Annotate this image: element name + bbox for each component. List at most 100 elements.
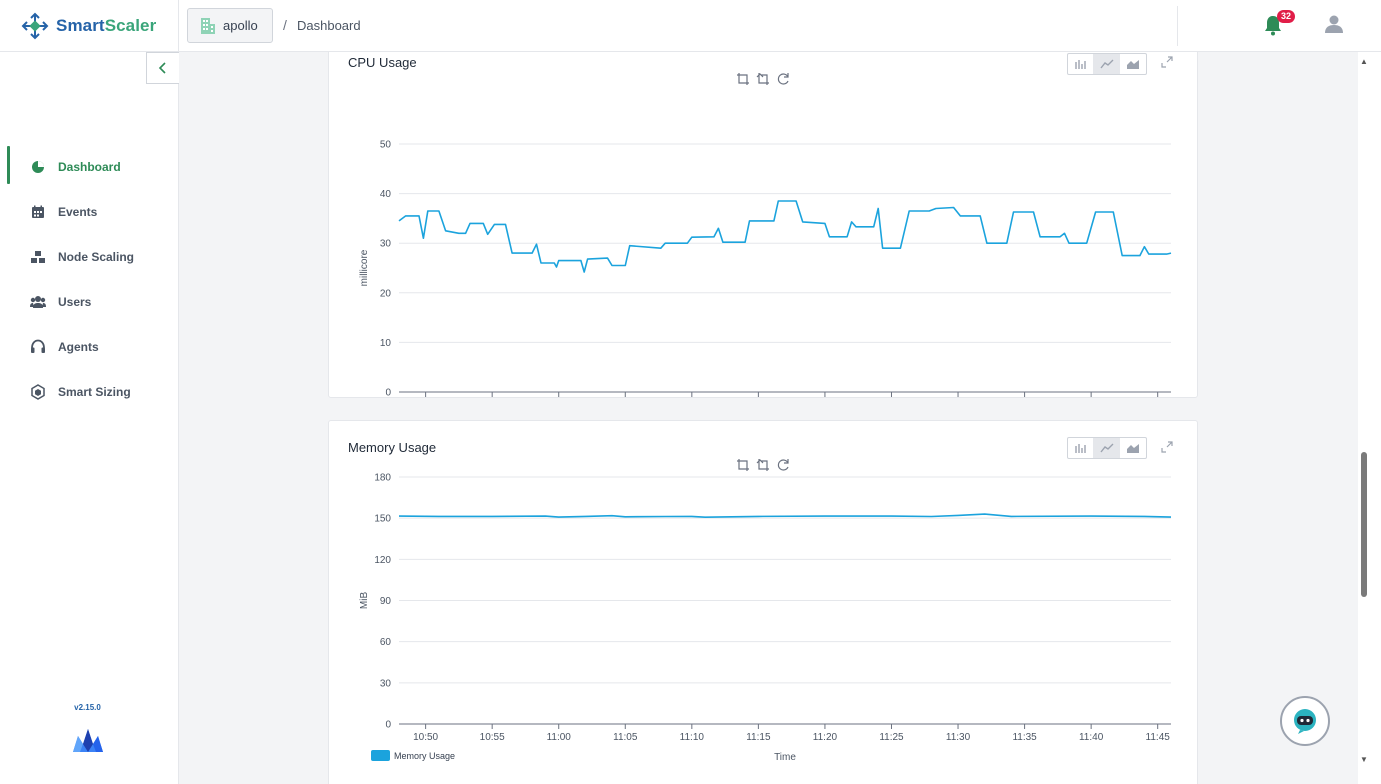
y-tick-label: 90 <box>380 596 392 607</box>
x-tick-label: 11:20 <box>813 732 838 743</box>
zoom-reset-icon[interactable] <box>756 72 770 86</box>
sidebar-item-label: Node Scaling <box>58 249 135 264</box>
area-chart-toggle[interactable] <box>1120 54 1146 74</box>
zoom-select-icon[interactable] <box>736 458 750 472</box>
header-divider <box>178 0 179 52</box>
sidebar-item-label: Smart Sizing <box>58 384 131 399</box>
building-icon <box>201 17 215 34</box>
smartscaler-logo-icon <box>21 12 49 40</box>
smart-sizing-icon <box>30 383 46 400</box>
sidebar-item-dashboard[interactable]: Dashboard <box>0 144 178 189</box>
refresh-icon[interactable] <box>776 458 790 472</box>
sidebar-item-smart-sizing[interactable]: Smart Sizing <box>0 369 178 414</box>
line-chart-icon <box>1099 443 1113 453</box>
series-line <box>398 513 1172 518</box>
sidebar-item-label: Events <box>58 204 98 219</box>
zoom-toolbar <box>736 72 790 86</box>
nodes-icon <box>30 249 46 265</box>
chevron-left-icon <box>158 62 166 74</box>
zoom-reset-icon[interactable] <box>756 458 770 472</box>
sidebar: Dashboard Events Node Scaling Users Agen… <box>0 52 179 784</box>
x-tick-label: 11:35 <box>1012 732 1037 743</box>
chart-type-toolbar <box>1067 53 1147 75</box>
memory-usage-card: Memory Usage 0 30 60 90 120 150 180 10:50 10:55 1… <box>328 420 1198 784</box>
y-tick-label: 60 <box>380 637 392 648</box>
x-tick-label: 11:45 <box>1146 732 1171 743</box>
x-tick-label: 11:25 <box>879 732 904 743</box>
sidebar-nav: Dashboard Events Node Scaling Users Agen… <box>0 144 178 414</box>
y-tick-label: 0 <box>385 720 391 731</box>
y-axis-label: MiB <box>359 592 370 610</box>
calendar-icon <box>30 204 46 220</box>
expand-icon[interactable] <box>1161 56 1173 68</box>
sidebar-item-node-scaling[interactable]: Node Scaling <box>0 234 178 279</box>
version-logo <box>72 728 104 759</box>
x-tick-label: 11:40 <box>1079 732 1104 743</box>
scrollbar-thumb[interactable] <box>1361 452 1367 597</box>
scrollbar-track[interactable] <box>1358 52 1381 784</box>
x-tick-label: 10:50 <box>413 732 438 743</box>
chart-title: CPU Usage <box>348 55 417 70</box>
cluster-name: apollo <box>223 18 258 33</box>
user-avatar-icon[interactable] <box>1324 14 1344 34</box>
bar-chart-toggle[interactable] <box>1068 438 1094 458</box>
bar-chart-icon <box>1074 444 1086 453</box>
bar-chart-icon <box>1074 60 1086 69</box>
header-divider-right <box>1177 6 1178 46</box>
y-tick-label: 20 <box>380 288 392 299</box>
pie-chart-icon <box>30 159 46 175</box>
refresh-icon[interactable] <box>776 72 790 86</box>
y-tick-label: 30 <box>380 239 392 250</box>
x-axis-label: Time <box>774 752 796 763</box>
x-tick-label: 11:00 <box>547 732 572 743</box>
collapse-sidebar-button[interactable] <box>146 52 179 84</box>
notification-badge: 32 <box>1277 10 1296 23</box>
x-tick-label: 11:10 <box>680 732 705 743</box>
cpu-usage-chart: 0102030405010:5010:5511:0011:0511:1011:1… <box>359 140 1172 399</box>
y-tick-label: 150 <box>374 514 391 525</box>
sidebar-item-events[interactable]: Events <box>0 189 178 234</box>
cluster-selector[interactable]: apollo <box>187 8 273 43</box>
expand-icon[interactable] <box>1161 441 1173 453</box>
y-axis-label: millicore <box>359 249 370 286</box>
top-header: SmartScaler apollo / Dashboard 32 <box>0 0 1381 52</box>
main-content: CPU Usage 0 10 20 30 40 50 10:50 10:55 11:00 11:0… <box>180 52 1358 784</box>
y-tick-label: 40 <box>380 189 392 200</box>
bar-chart-toggle[interactable] <box>1068 54 1094 74</box>
x-tick-label: 11:05 <box>613 732 638 743</box>
y-tick-label: 120 <box>374 555 391 566</box>
area-chart-toggle[interactable] <box>1120 438 1146 458</box>
line-chart-icon <box>1099 59 1113 69</box>
app-logo[interactable]: SmartScaler <box>20 11 156 41</box>
users-icon <box>30 294 46 310</box>
memory-usage-chart: 0 30 60 90 120 150 180 10:50 10:55 11:00 11:05 11:1… <box>359 473 1172 763</box>
app-name-part2: Scaler <box>104 16 157 35</box>
y-tick-label: 180 <box>374 473 391 484</box>
x-tick-label: 11:15 <box>746 732 771 743</box>
chatbot-button[interactable] <box>1280 696 1330 746</box>
chart-type-toolbar <box>1067 437 1147 459</box>
area-chart-icon <box>1127 60 1139 69</box>
robot-assistant-icon <box>1294 709 1316 734</box>
sidebar-item-label: Agents <box>58 339 99 354</box>
line-chart-toggle[interactable] <box>1094 54 1120 74</box>
scroll-down-arrow-icon[interactable]: ▼ <box>1360 755 1368 764</box>
y-tick-label: 50 <box>380 140 392 151</box>
legend-swatch <box>371 750 390 761</box>
line-chart-toggle[interactable] <box>1094 438 1120 458</box>
zoom-select-icon[interactable] <box>736 72 750 86</box>
area-chart-icon <box>1127 444 1139 453</box>
scroll-up-arrow-icon[interactable]: ▲ <box>1360 57 1368 66</box>
headset-icon <box>30 339 46 355</box>
series-line <box>398 200 1172 273</box>
sidebar-item-agents[interactable]: Agents <box>0 324 178 369</box>
breadcrumb-current: Dashboard <box>297 18 361 33</box>
y-tick-label: 0 <box>385 388 391 399</box>
breadcrumb-separator: / <box>283 17 287 33</box>
crown-logo-icon <box>73 729 103 752</box>
y-tick-label: 10 <box>380 338 392 349</box>
cpu-usage-card: CPU Usage 0102030405010:5010:5511:0011:0… <box>328 52 1198 399</box>
app-version: v2.15.0 <box>74 703 101 712</box>
x-tick-label: 11:30 <box>946 732 971 743</box>
sidebar-item-users[interactable]: Users <box>0 279 178 324</box>
